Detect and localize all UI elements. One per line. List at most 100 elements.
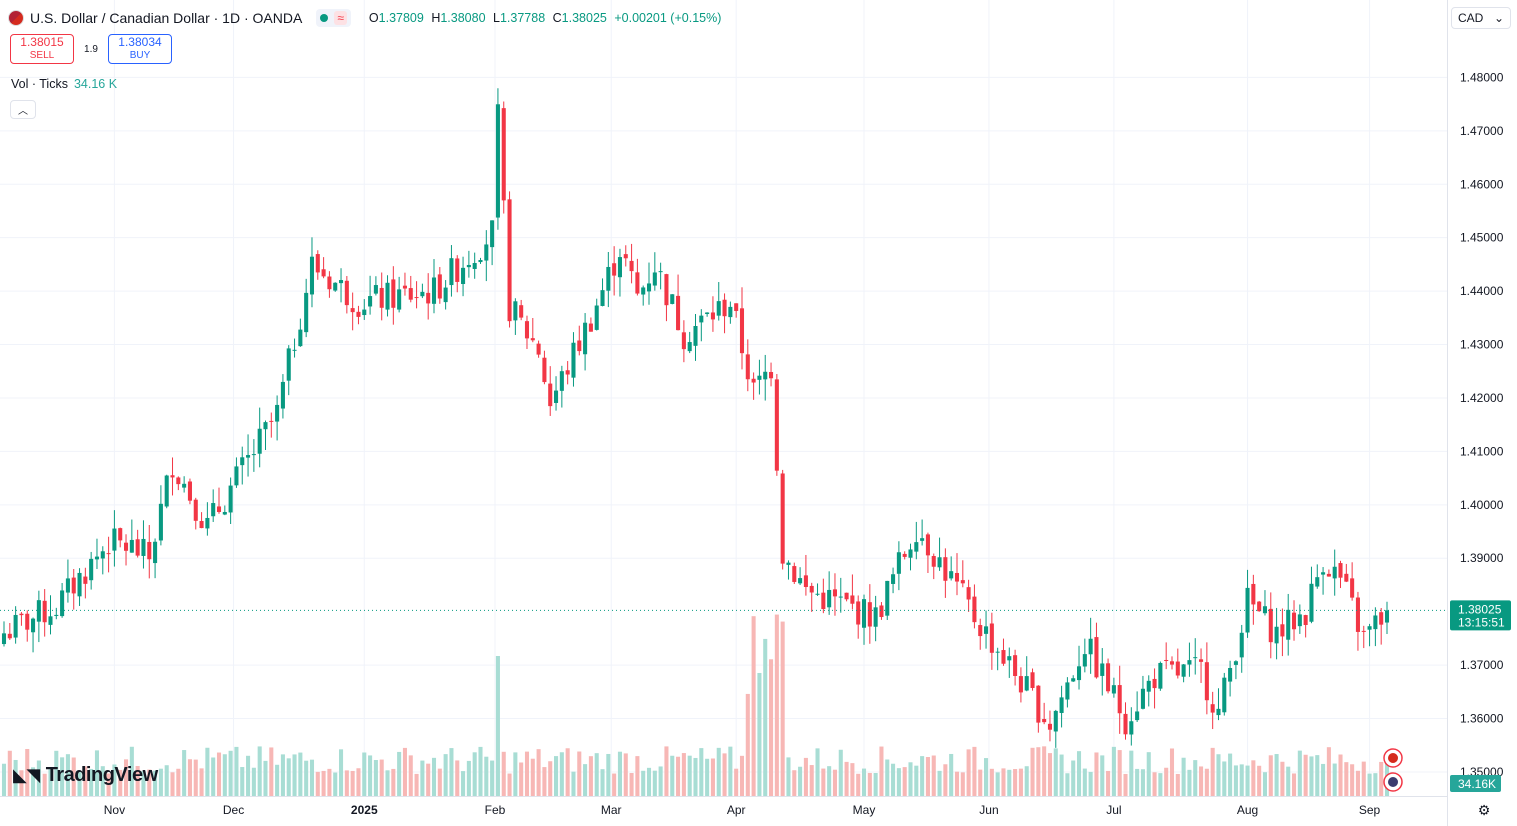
volume-legend[interactable]: Vol · Ticks 34.16 K xyxy=(11,77,117,91)
volume-bar xyxy=(1030,747,1035,796)
volume-bar xyxy=(280,754,285,796)
candle-body xyxy=(699,315,704,323)
candle-body xyxy=(1344,573,1349,582)
candle-body xyxy=(1303,615,1308,625)
candle-body xyxy=(763,371,768,380)
candle-body xyxy=(524,321,530,339)
candle-body xyxy=(972,596,977,623)
candle-body xyxy=(315,254,320,273)
candle-body xyxy=(1024,676,1029,691)
candle-body xyxy=(861,599,867,628)
candle-body xyxy=(153,541,158,564)
collapse-legend-button[interactable]: ︿ xyxy=(10,100,36,119)
volume-bar xyxy=(501,751,506,796)
candle xyxy=(1379,607,1384,645)
candle xyxy=(1239,624,1244,673)
candle xyxy=(931,553,936,580)
ca-event-icon[interactable] xyxy=(1383,748,1403,768)
volume-bar xyxy=(112,764,117,796)
time-axis[interactable]: Nov Dec 2025 Feb Mar Apr May Jun Jul Aug Sep xyxy=(104,803,1381,817)
candle-body xyxy=(338,280,344,284)
volume-bar xyxy=(420,760,425,796)
volume-bar xyxy=(48,769,53,796)
candle-body xyxy=(519,305,524,318)
symbol-title[interactable]: U.S. Dollar / Canadian Dollar · 1D · OAN… xyxy=(30,10,303,26)
candle xyxy=(792,562,797,584)
candle xyxy=(1158,661,1163,691)
candle-body xyxy=(1210,704,1215,713)
candle-body xyxy=(1291,612,1297,630)
candle xyxy=(83,567,88,599)
candle-body xyxy=(141,538,146,556)
candle xyxy=(304,278,309,338)
candle-body xyxy=(798,578,803,584)
candle xyxy=(170,457,175,496)
candle-body xyxy=(431,277,437,304)
candle xyxy=(216,487,222,514)
tradingview-logo[interactable]: ◣◥ TradingView xyxy=(13,764,158,787)
volume-bar xyxy=(1210,747,1215,796)
volume-bar xyxy=(1065,773,1070,796)
volume-bar xyxy=(1280,761,1285,796)
volume-bar xyxy=(1164,767,1169,796)
candle xyxy=(554,376,559,411)
candle xyxy=(763,354,768,401)
volume-bar xyxy=(908,762,913,796)
candle xyxy=(1071,675,1076,683)
candle-body xyxy=(495,104,500,218)
candle-body xyxy=(856,601,861,625)
candle xyxy=(798,567,803,586)
candle-body xyxy=(1065,682,1070,700)
volume-bar xyxy=(216,752,222,796)
sell-button[interactable]: 1.38015 SELL xyxy=(10,34,74,64)
candle xyxy=(832,573,837,616)
buy-button[interactable]: 1.38034 BUY xyxy=(108,34,172,64)
volume-bar xyxy=(658,766,663,796)
candle xyxy=(298,318,303,347)
candle-body xyxy=(1216,708,1221,716)
volume-bar xyxy=(1268,755,1273,796)
candle-body xyxy=(123,542,129,551)
volume-bar xyxy=(1140,769,1145,796)
volume-bar xyxy=(1007,769,1012,796)
candle xyxy=(1350,562,1355,601)
candle-body xyxy=(135,539,140,556)
volume-bar xyxy=(1245,765,1250,796)
volume-bar xyxy=(1338,754,1343,796)
volume-bar xyxy=(885,759,890,796)
candle-body xyxy=(1251,583,1256,605)
volume-bar xyxy=(408,755,413,796)
price-axis[interactable]: 1.48000 1.47000 1.46000 1.45000 1.44000 1.430… xyxy=(1460,70,1504,779)
us-event-icon[interactable] xyxy=(1383,772,1403,792)
candle xyxy=(315,250,320,280)
currency-selector[interactable]: CAD ⌄ xyxy=(1451,7,1511,29)
volume-bar xyxy=(844,761,849,796)
candle xyxy=(972,584,977,629)
candle xyxy=(455,255,460,293)
volume-bar xyxy=(635,756,640,796)
candle-body xyxy=(1332,566,1337,579)
candle xyxy=(344,276,349,314)
candle-body xyxy=(1239,632,1244,658)
candle-body xyxy=(234,466,239,486)
candle xyxy=(1001,638,1006,666)
gear-icon[interactable]: ⚙ xyxy=(1477,802,1491,818)
candle xyxy=(1094,622,1099,679)
candle-body xyxy=(350,308,355,313)
volume-bar xyxy=(943,764,948,796)
candle-body xyxy=(507,199,512,322)
market-status[interactable]: ≈ xyxy=(316,9,351,27)
candle xyxy=(705,312,710,317)
volume-bar xyxy=(821,768,826,796)
candle xyxy=(879,602,884,620)
candle xyxy=(1187,642,1192,677)
volume-bar xyxy=(321,770,326,796)
candle xyxy=(1123,702,1128,740)
volume-bar xyxy=(1274,754,1279,796)
volume-bar xyxy=(629,772,634,796)
candle xyxy=(757,359,762,395)
volume-bar xyxy=(309,759,315,796)
candle-body xyxy=(1355,597,1360,632)
open-label: O xyxy=(368,11,379,25)
